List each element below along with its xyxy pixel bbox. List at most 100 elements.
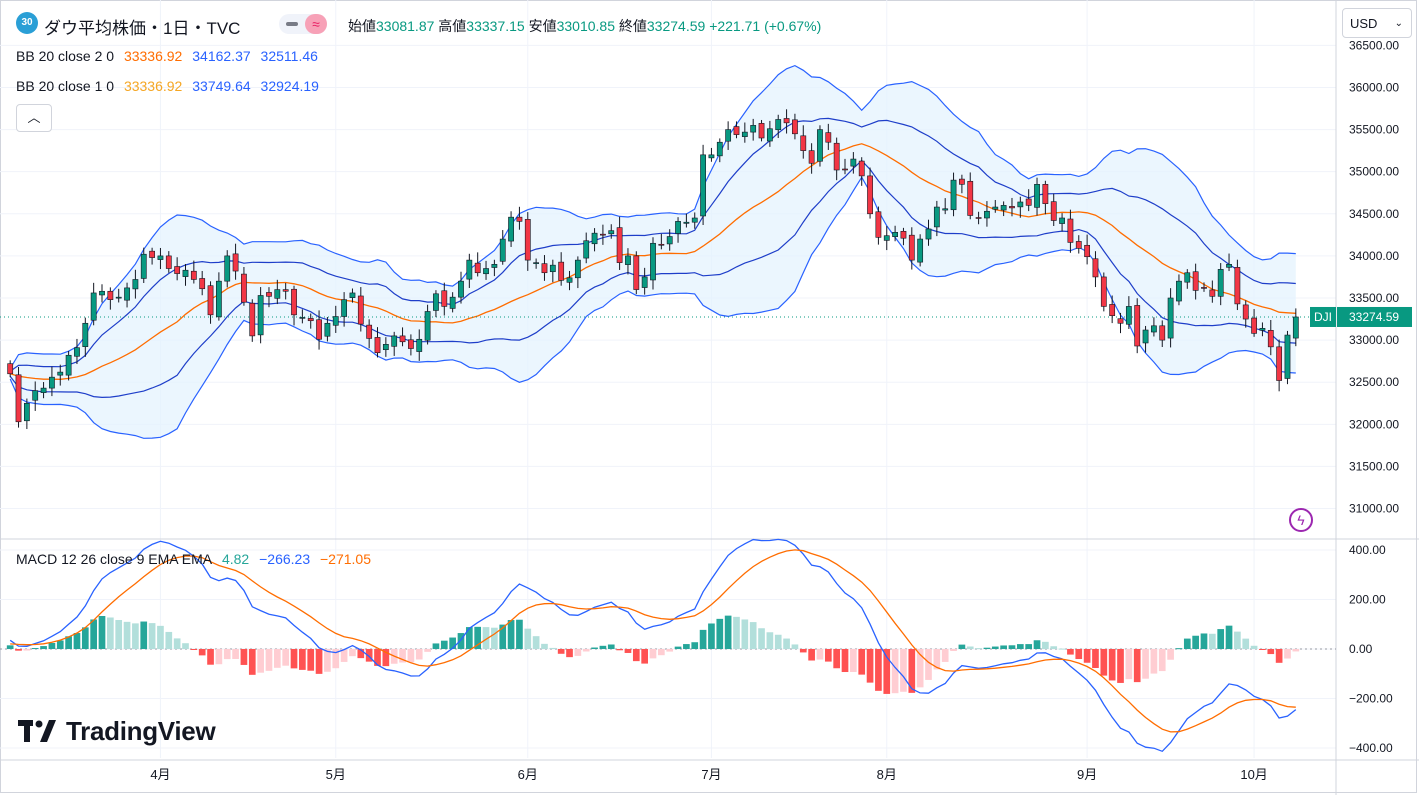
macd-histogram-bar xyxy=(674,646,682,649)
candle-body xyxy=(1242,304,1249,320)
symbol-badge[interactable]: 30 xyxy=(16,12,38,34)
macd-histogram-bar xyxy=(708,623,715,649)
macd-histogram-bar xyxy=(933,649,941,670)
macd-histogram-bar xyxy=(424,649,431,652)
candle-body xyxy=(541,263,548,274)
candle-body xyxy=(1117,318,1124,324)
candle-body xyxy=(708,154,715,159)
bb2-upper: 33749.64 xyxy=(192,78,251,94)
macd-histogram-bar xyxy=(290,649,298,669)
macd-histogram-bar xyxy=(783,638,790,649)
macd-histogram-bar xyxy=(1234,631,1241,649)
macd-histogram-bar xyxy=(1117,649,1124,683)
macd-histogram-bar xyxy=(733,616,740,649)
candle-body xyxy=(917,238,924,263)
candle-body xyxy=(257,295,264,336)
macd-histogram-bar xyxy=(157,625,164,649)
macd-histogram-bar xyxy=(1050,646,1058,649)
macd-histogram-bar xyxy=(399,649,406,663)
candle-body xyxy=(975,217,982,219)
candle-body xyxy=(190,270,197,280)
candle-body xyxy=(232,253,239,272)
candle-body xyxy=(750,125,757,133)
candle-body xyxy=(291,288,297,316)
macd-histogram-bar xyxy=(791,644,799,649)
candle-body xyxy=(366,324,373,339)
macd-histogram-bar xyxy=(232,649,239,659)
last-price-tag xyxy=(1337,306,1412,327)
candle-body xyxy=(316,319,322,340)
candle-body xyxy=(658,243,665,246)
macd-pane xyxy=(0,538,1336,753)
bb-lower-2 xyxy=(9,176,1296,439)
macd-histogram-bar xyxy=(1200,633,1208,649)
macd-histogram-bar xyxy=(908,649,916,693)
collapse-legend-button[interactable]: ︿ xyxy=(16,104,52,132)
wave-icon: ≈ xyxy=(305,14,327,34)
candle-body xyxy=(124,287,130,301)
macd-histogram-bar xyxy=(73,633,81,649)
price-axis[interactable]: 31000.00 31500.00 32000.00 32500.00 33000.00… xyxy=(1310,38,1412,755)
macd-histogram-bar xyxy=(532,636,540,649)
macd-histogram-bar xyxy=(415,649,423,660)
macd-histogram-bar xyxy=(541,643,548,649)
candle-body xyxy=(741,131,748,137)
macd-histogram-bar xyxy=(324,649,331,672)
bb2-legend[interactable]: BB 20 close 1 0 33336.92 33749.64 32924.… xyxy=(16,78,325,94)
macd-histogram-bar xyxy=(858,649,866,675)
candle-body xyxy=(7,363,14,375)
candle-body xyxy=(1050,201,1057,221)
candle-body xyxy=(341,299,347,317)
currency-select[interactable]: USD ⌄ xyxy=(1342,8,1412,38)
candle-body xyxy=(466,259,473,280)
bb2-basis: 33336.92 xyxy=(123,78,183,94)
macd-histogram-bar xyxy=(15,649,22,651)
candle-body xyxy=(800,135,807,151)
close-label: 終値 xyxy=(618,18,647,34)
candle-body xyxy=(591,232,598,245)
candle-body xyxy=(274,289,281,299)
candle-body xyxy=(1201,287,1207,289)
chart-title[interactable]: ダウ平均株価・1日・TVC xyxy=(44,19,241,38)
candle-body xyxy=(357,295,364,325)
time-axis[interactable]: 4月5月6月7月8月9月10月11月 xyxy=(150,767,1419,782)
month-label: 7月 xyxy=(701,767,721,782)
macd-histogram-bar xyxy=(1192,635,1199,649)
compare-toggle[interactable]: ≈ xyxy=(279,14,327,34)
currency-value: USD xyxy=(1350,16,1378,31)
high-value: 33337.15 xyxy=(466,18,525,34)
candle-body xyxy=(633,255,640,290)
macd-histogram-bar xyxy=(833,649,841,669)
bb-upper-2 xyxy=(9,64,1296,369)
candle-body xyxy=(1092,258,1099,278)
macd-histogram-bar xyxy=(1133,649,1141,683)
candle-body xyxy=(140,253,147,279)
candle-body xyxy=(691,217,698,223)
macd-histogram-bar xyxy=(516,619,523,649)
candle-body xyxy=(82,322,89,347)
symbol-tag xyxy=(1310,306,1336,327)
candle-body xyxy=(1084,244,1091,258)
macd-legend[interactable]: MACD 12 26 close 9 EMA EMA 4.82 −266.23 … xyxy=(16,551,377,567)
macd-histogram-bar xyxy=(1259,649,1266,650)
bb1-legend[interactable]: BB 20 close 2 0 33336.92 34162.37 32511.… xyxy=(16,48,324,64)
candle-body xyxy=(408,339,414,349)
macd-histogram-bar xyxy=(1142,649,1149,679)
candle-body xyxy=(474,262,481,274)
macd-histogram-bar xyxy=(215,649,223,665)
candle-body xyxy=(1209,289,1216,297)
month-label: 5月 xyxy=(326,767,346,782)
candle-body xyxy=(458,280,464,298)
candle-body xyxy=(1176,280,1182,302)
candle-body xyxy=(416,338,423,352)
candle-body xyxy=(1267,330,1274,348)
candle-body xyxy=(533,262,540,264)
candle-body xyxy=(725,129,732,142)
candle-body xyxy=(959,178,965,185)
lightning-icon[interactable]: ϟ xyxy=(1289,508,1313,532)
macd-histogram-bar xyxy=(265,649,273,671)
macd-histogram-bar xyxy=(774,634,782,649)
macd-histogram-bar xyxy=(6,645,14,649)
macd-histogram-bar xyxy=(440,640,448,649)
